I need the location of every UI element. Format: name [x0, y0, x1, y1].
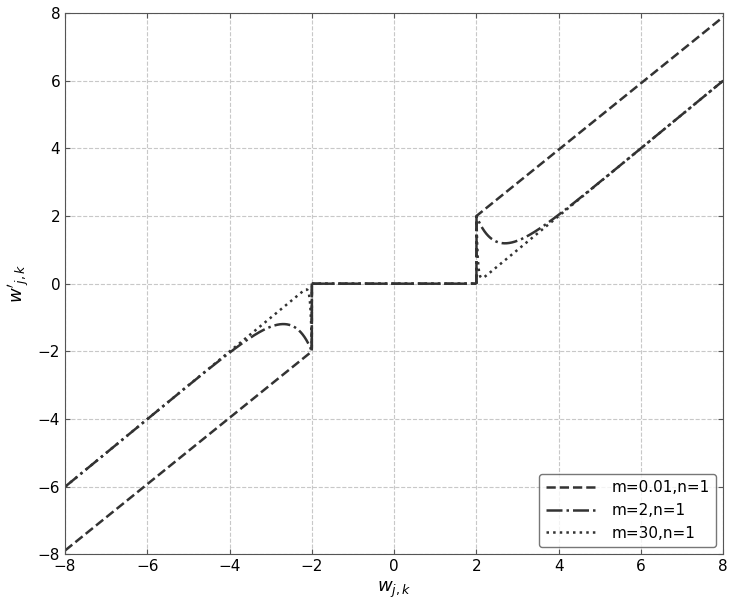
m=30,n=1: [61, 483, 70, 490]
m=0.01,n=1: [565, 137, 574, 144]
Y-axis label: $w'_{j,k}$: $w'_{j,k}$: [7, 264, 32, 304]
Line: m=0.01,n=1: m=0.01,n=1: [65, 17, 723, 551]
m=30,n=1: [240, 336, 248, 343]
m=30,n=1: [284, 299, 293, 307]
Legend: m=0.01,n=1, m=2,n=1, m=30,n=1: m=0.01,n=1, m=2,n=1, m=30,n=1: [539, 474, 716, 547]
m=0.01,n=1: [719, 13, 728, 21]
m=0.01,n=1: [240, 402, 248, 410]
m=2,n=1: [541, 221, 550, 228]
m=30,n=1: [556, 211, 564, 219]
m=0.01,n=1: [284, 367, 293, 374]
Line: m=30,n=1: m=30,n=1: [65, 81, 723, 487]
m=0.01,n=1: [556, 145, 564, 152]
m=2,n=1: [240, 338, 248, 345]
m=0.01,n=1: [541, 157, 550, 164]
m=2,n=1: [719, 77, 728, 84]
m=0.01,n=1: [263, 384, 272, 391]
X-axis label: $w_{j,k}$: $w_{j,k}$: [377, 580, 412, 600]
m=30,n=1: [263, 316, 272, 324]
m=2,n=1: [556, 210, 564, 217]
m=2,n=1: [263, 324, 272, 331]
m=30,n=1: [565, 203, 574, 211]
m=2,n=1: [284, 321, 293, 328]
m=2,n=1: [61, 483, 70, 490]
m=0.01,n=1: [61, 547, 70, 554]
m=2,n=1: [565, 203, 574, 210]
m=30,n=1: [719, 77, 728, 84]
Line: m=2,n=1: m=2,n=1: [65, 81, 723, 487]
m=30,n=1: [541, 223, 550, 231]
